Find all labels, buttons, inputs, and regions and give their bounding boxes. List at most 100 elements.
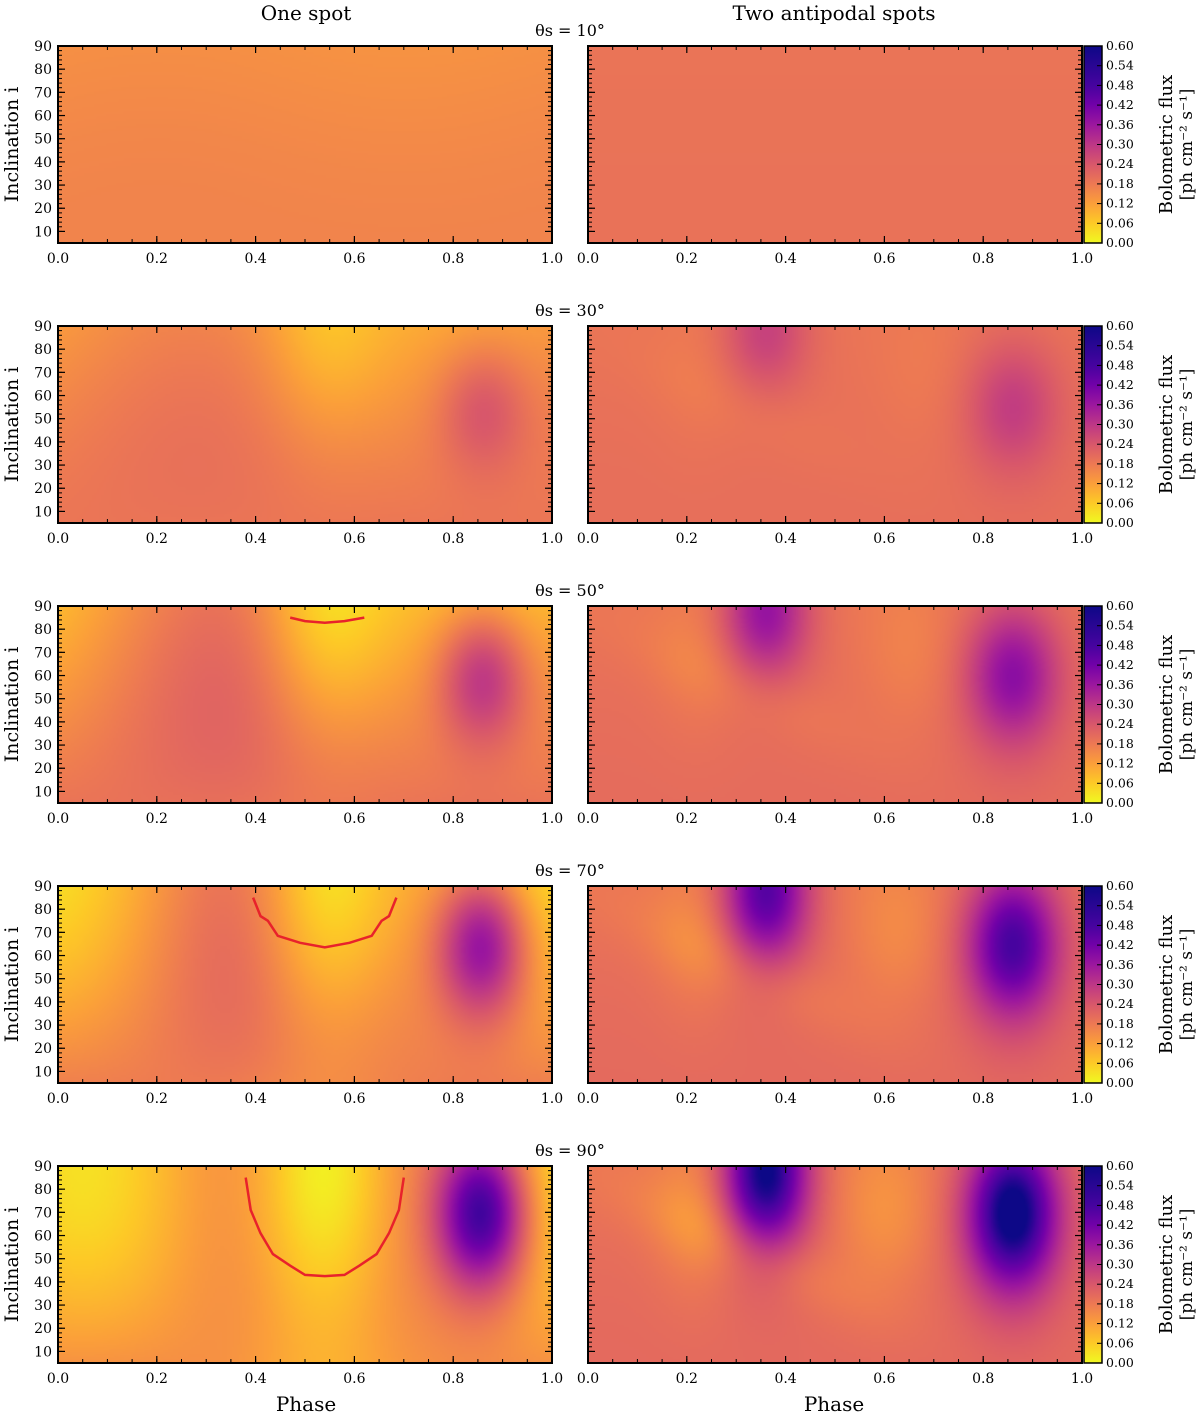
colorbar-tick-label: 0.54 <box>1106 898 1134 913</box>
y-tick-label: 20 <box>34 761 52 777</box>
x-tick-label: 1.0 <box>1071 1371 1093 1387</box>
colorbar-tick-label: 0.06 <box>1106 775 1134 790</box>
colorbar-tick-label: 0.12 <box>1106 1036 1134 1051</box>
colorbar-tick-label: 0.24 <box>1106 156 1134 171</box>
x-tick-label: 0.6 <box>873 1371 895 1387</box>
colorbar-tick-label: 0.00 <box>1106 1355 1134 1370</box>
y-tick-label: 30 <box>34 458 52 474</box>
colorbar-tick-label: 0.06 <box>1106 1055 1134 1070</box>
x-tick-label: 0.4 <box>774 251 796 267</box>
y-tick-label: 10 <box>34 504 52 520</box>
x-tick-label: 0.2 <box>676 1091 698 1107</box>
y-tick-label: 10 <box>34 1344 52 1360</box>
column-title-one-spot: One spot <box>261 1 352 25</box>
colorbar-tick-label: 0.42 <box>1106 377 1134 392</box>
colorbar-tick-label: 0.24 <box>1106 996 1134 1011</box>
x-tick-label: 1.0 <box>541 1091 563 1107</box>
colorbar-tick-label: 0.48 <box>1106 357 1134 372</box>
colorbar-tick-label: 0.18 <box>1106 176 1134 191</box>
x-tick-label: 0.6 <box>343 1091 365 1107</box>
x-tick-label: 0.6 <box>873 811 895 827</box>
y-axis-label: Inclination i <box>1 647 23 763</box>
row-title: θs = 30° <box>535 301 605 320</box>
y-tick-label: 30 <box>34 1018 52 1034</box>
colorbar-tick-label: 0.30 <box>1106 137 1134 152</box>
x-tick-label: 0.6 <box>343 1371 365 1387</box>
y-tick-label: 70 <box>34 365 52 381</box>
y-tick-label: 90 <box>34 879 52 895</box>
x-tick-label: 0.0 <box>577 531 599 547</box>
x-axis-label-right: Phase <box>804 1392 864 1416</box>
colorbar-tick-label: 0.36 <box>1106 1237 1134 1252</box>
y-tick-label: 90 <box>34 599 52 615</box>
x-tick-label: 0.4 <box>244 531 266 547</box>
heatmap-image <box>58 606 552 803</box>
x-tick-label: 0.4 <box>244 811 266 827</box>
colorbar-tick-label: 0.36 <box>1106 677 1134 692</box>
colorbar-tick-label: 0.00 <box>1106 515 1134 530</box>
colorbar-tick-label: 0.60 <box>1106 598 1134 613</box>
y-tick-label: 70 <box>34 645 52 661</box>
colorbar-label: Bolometric flux <box>1156 635 1177 775</box>
y-tick-label: 70 <box>34 1205 52 1221</box>
x-tick-label: 0.0 <box>577 251 599 267</box>
contour-line <box>244 1177 406 1278</box>
y-tick-label: 90 <box>34 319 52 335</box>
colorbar-tick-label: 0.30 <box>1106 417 1134 432</box>
y-tick-label: 30 <box>34 1298 52 1314</box>
x-tick-label: 0.8 <box>442 811 464 827</box>
colorbar-tick-label: 0.12 <box>1106 476 1134 491</box>
colorbar-label: Bolometric flux <box>1156 75 1177 215</box>
colorbar-tick-label: 0.06 <box>1106 495 1134 510</box>
x-tick-label: 0.8 <box>972 531 994 547</box>
row-title: θs = 70° <box>535 861 605 880</box>
x-tick-label: 0.4 <box>244 1371 266 1387</box>
y-tick-label: 50 <box>34 412 52 428</box>
y-tick-label: 20 <box>34 201 52 217</box>
x-axis-label-left: Phase <box>276 1392 336 1416</box>
y-tick-label: 30 <box>34 178 52 194</box>
y-tick-label: 60 <box>34 109 52 125</box>
contour-line <box>289 616 365 624</box>
y-tick-label: 80 <box>34 622 52 638</box>
x-tick-label: 0.2 <box>146 1371 168 1387</box>
colorbar-tick-label: 0.54 <box>1106 1178 1134 1193</box>
x-tick-label: 0.0 <box>47 531 69 547</box>
heatmap-image <box>58 46 552 243</box>
colorbar-tick-label: 0.24 <box>1106 716 1134 731</box>
colorbar-tick-label: 0.60 <box>1106 1158 1134 1173</box>
colorbar-units: [ph cm⁻² s⁻¹] <box>1177 649 1197 761</box>
x-tick-label: 0.0 <box>577 811 599 827</box>
colorbar-tick-label: 0.30 <box>1106 977 1134 992</box>
x-tick-label: 0.2 <box>676 251 698 267</box>
x-tick-label: 0.4 <box>774 811 796 827</box>
x-tick-label: 0.8 <box>972 1371 994 1387</box>
x-tick-label: 0.0 <box>577 1091 599 1107</box>
y-tick-label: 90 <box>34 39 52 55</box>
colorbar-tick-label: 0.12 <box>1106 196 1134 211</box>
x-tick-label: 0.4 <box>774 531 796 547</box>
x-tick-label: 1.0 <box>541 531 563 547</box>
x-tick-label: 0.2 <box>676 531 698 547</box>
x-tick-label: 0.4 <box>244 1091 266 1107</box>
colorbar-tick-label: 0.60 <box>1106 878 1134 893</box>
y-tick-label: 80 <box>34 902 52 918</box>
x-tick-label: 0.8 <box>442 531 464 547</box>
y-tick-label: 90 <box>34 1159 52 1175</box>
colorbar-tick-label: 0.18 <box>1106 456 1134 471</box>
colorbar-tick-label: 0.48 <box>1106 917 1134 932</box>
colorbar-tick-label: 0.24 <box>1106 436 1134 451</box>
colorbar-tick-label: 0.12 <box>1106 756 1134 771</box>
y-tick-label: 40 <box>34 715 52 731</box>
x-tick-label: 1.0 <box>541 251 563 267</box>
y-tick-label: 40 <box>34 1275 52 1291</box>
y-axis-label: Inclination i <box>1 367 23 483</box>
colorbar-label: Bolometric flux <box>1156 915 1177 1055</box>
y-tick-label: 60 <box>34 669 52 685</box>
y-tick-label: 40 <box>34 435 52 451</box>
colorbar-tick-label: 0.30 <box>1106 1257 1134 1272</box>
y-tick-label: 60 <box>34 389 52 405</box>
colorbar-tick-label: 0.42 <box>1106 97 1134 112</box>
y-tick-label: 10 <box>34 784 52 800</box>
heatmap-image <box>58 886 552 1083</box>
